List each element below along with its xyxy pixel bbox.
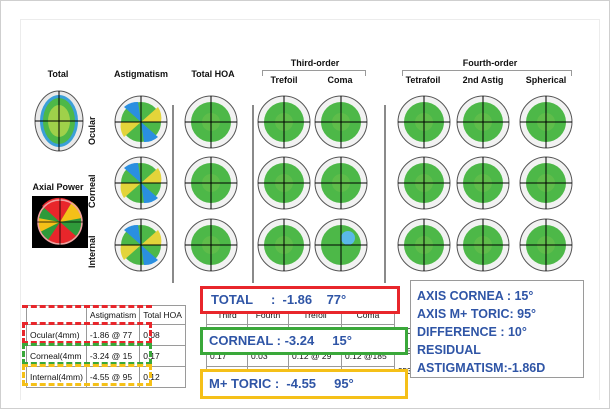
map-trefoil-ocular — [257, 95, 311, 149]
map-astigmatism-internal — [114, 218, 168, 272]
total-row-top-highlight — [22, 305, 152, 309]
header-2nd-astig: 2nd Astig — [462, 75, 504, 85]
map-trefoil-corneal — [257, 156, 311, 210]
map-coma-corneal — [314, 156, 368, 210]
map-spherical-ocular — [519, 95, 573, 149]
map-total-hoa-internal — [184, 218, 238, 272]
table-cell: -4.55 @ 95 — [85, 366, 141, 388]
header-spherical: Spherical — [525, 75, 567, 85]
map-spherical-corneal — [519, 156, 573, 210]
map-total-hoa-corneal — [184, 156, 238, 210]
bracket-fourth-order — [402, 70, 572, 76]
header-total: Total — [47, 69, 69, 79]
map-2nd-astig-ocular — [456, 95, 510, 149]
total-annotation: TOTAL : -1.86 77° — [200, 286, 400, 314]
header-fourth-order: Fourth-order — [462, 58, 518, 68]
figure-panel — [20, 19, 600, 400]
header-coma: Coma — [327, 75, 353, 85]
map-tetrafoil-internal — [397, 218, 451, 272]
header-third-order: Third-order — [290, 58, 340, 68]
internal-row-highlight — [22, 364, 152, 386]
map-astigmatism-ocular — [114, 95, 168, 149]
header-tetrafoil: Tetrafoil — [405, 75, 441, 85]
axial-power-label: Axial Power — [32, 182, 84, 192]
corneal-row-highlight — [22, 343, 152, 365]
ocular-row-highlight — [22, 322, 152, 344]
axial-power-map — [32, 196, 88, 248]
map-tetrafoil-ocular — [397, 95, 451, 149]
map-2nd-astig-internal — [456, 218, 510, 272]
map-astigmatism-corneal — [114, 156, 168, 210]
map-2nd-astig-corneal — [456, 156, 510, 210]
info-astigmatism: ASTIGMATISM:-1.86D — [417, 361, 546, 375]
corneal-annotation: CORNEAL : -3.24 15° — [200, 327, 408, 355]
row-label-ocular: Ocular — [87, 116, 97, 145]
bracket-third-order — [262, 70, 366, 76]
map-tetrafoil-corneal — [397, 156, 451, 210]
map-coma-internal — [314, 218, 368, 272]
separator-3 — [384, 105, 386, 283]
header-astigmatism: Astigmatism — [113, 69, 168, 79]
separator-1 — [172, 105, 174, 283]
info-axis-cornea: AXIS CORNEA : 15° — [417, 289, 534, 303]
map-coma-ocular — [314, 95, 368, 149]
axis-info-box: AXIS CORNEA : 15° AXIS M+ TORIC: 95° DIF… — [410, 280, 584, 378]
info-residual: RESIDUAL — [417, 343, 481, 357]
total-wavefront-map — [34, 90, 84, 152]
info-axis-toric: AXIS M+ TORIC: 95° — [417, 307, 537, 321]
map-trefoil-internal — [257, 218, 311, 272]
map-total-hoa-ocular — [184, 95, 238, 149]
header-trefoil: Trefoil — [270, 75, 298, 85]
separator-2 — [252, 105, 254, 283]
header-total-hoa: Total HOA — [191, 69, 235, 79]
table-row: Internal(4mm) -4.55 @ 95 0.12 — [26, 366, 186, 388]
info-difference: DIFFERENCE : 10° — [417, 325, 527, 339]
map-spherical-internal — [519, 218, 573, 272]
toric-annotation: M+ TORIC : -4.55 95° — [200, 369, 408, 399]
row-label-internal: Internal — [87, 235, 97, 268]
